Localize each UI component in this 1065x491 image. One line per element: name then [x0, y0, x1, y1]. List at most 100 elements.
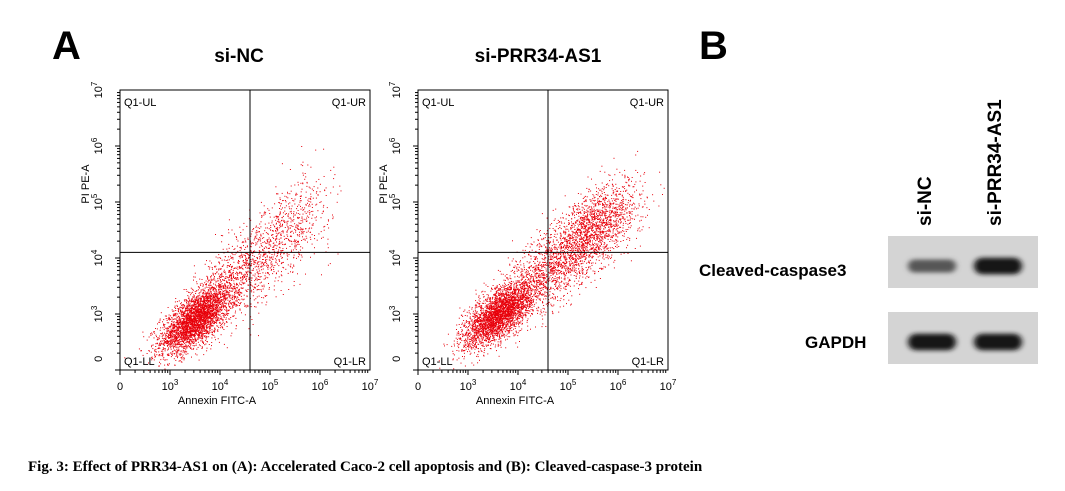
data-point: [316, 203, 318, 205]
data-point: [265, 260, 266, 262]
data-point: [197, 346, 199, 348]
data-point: [297, 243, 299, 245]
data-point: [248, 277, 250, 279]
data-point: [225, 292, 227, 294]
data-point: [198, 359, 200, 361]
data-point: [194, 331, 196, 333]
data-point: [188, 291, 189, 293]
data-point: [164, 350, 166, 352]
data-point: [227, 292, 229, 293]
data-point: [151, 344, 153, 346]
data-point: [199, 327, 201, 329]
data-point: [205, 307, 207, 309]
data-point: [180, 353, 182, 355]
data-point: [302, 219, 304, 221]
data-point: [202, 336, 204, 338]
data-point: [213, 296, 215, 298]
data-point: [241, 272, 243, 274]
data-point: [215, 281, 217, 283]
data-point: [212, 307, 214, 309]
data-point: [182, 317, 184, 319]
data-point: [239, 284, 241, 285]
data-point: [190, 314, 191, 316]
data-point: [190, 334, 192, 336]
data-point: [210, 313, 212, 315]
data-point: [187, 306, 189, 308]
data-point: [264, 230, 266, 232]
data-point: [161, 343, 163, 345]
data-point: [223, 264, 225, 266]
data-point: [196, 337, 198, 339]
data-point: [191, 306, 193, 308]
data-point: [184, 320, 186, 322]
data-point: [321, 237, 322, 239]
data-point: [201, 282, 203, 284]
data-point: [195, 312, 197, 314]
data-point: [175, 315, 177, 317]
data-point: [273, 289, 275, 291]
data-point: [193, 321, 195, 323]
data-point: [212, 312, 213, 314]
data-point: [276, 256, 278, 258]
data-point: [169, 330, 171, 332]
data-point: [155, 350, 157, 352]
data-point: [186, 306, 188, 308]
data-point: [237, 292, 239, 293]
data-point: [204, 299, 206, 301]
data-point: [191, 332, 193, 334]
data-point: [172, 313, 174, 315]
data-point: [212, 289, 214, 291]
data-point: [157, 337, 159, 338]
data-point: [257, 272, 259, 274]
data-point: [220, 295, 222, 297]
data-point: [280, 255, 282, 257]
data-point: [151, 359, 153, 361]
data-point: [294, 239, 295, 241]
data-point: [250, 259, 252, 260]
data-point: [235, 325, 237, 327]
data-point: [200, 316, 202, 317]
data-point: [212, 294, 214, 295]
data-point: [219, 323, 221, 324]
data-point: [186, 346, 188, 348]
data-point: [185, 328, 187, 330]
data-point: [214, 295, 216, 297]
data-point: [265, 232, 267, 234]
data-point: [221, 313, 223, 314]
data-point: [209, 313, 211, 315]
data-point: [201, 295, 203, 297]
data-point: [200, 303, 202, 305]
data-point: [282, 230, 284, 232]
data-point: [226, 326, 228, 327]
data-point: [203, 308, 205, 310]
data-point: [176, 343, 178, 345]
data-point: [224, 295, 226, 297]
data-point: [194, 310, 196, 312]
data-point: [176, 321, 178, 323]
data-point: [200, 300, 201, 302]
data-point: [229, 286, 231, 288]
data-point: [170, 335, 171, 336]
data-point: [275, 219, 277, 221]
data-point: [244, 255, 246, 256]
data-point: [284, 227, 286, 228]
data-point: [195, 343, 197, 345]
data-point: [175, 332, 177, 334]
data-point: [181, 336, 183, 338]
data-point: [207, 297, 209, 299]
data-point: [197, 310, 199, 312]
data-point: [148, 336, 150, 338]
data-point: [194, 308, 195, 310]
data-point: [207, 314, 209, 315]
data-point: [189, 328, 191, 330]
data-point: [242, 283, 244, 285]
data-point: [181, 314, 183, 316]
data-point: [173, 318, 175, 320]
data-point: [226, 285, 228, 287]
data-point: [177, 323, 179, 325]
data-point: [226, 281, 228, 283]
data-point: [178, 333, 180, 335]
data-point: [315, 219, 317, 221]
data-point: [235, 304, 237, 305]
data-point: [211, 298, 213, 300]
